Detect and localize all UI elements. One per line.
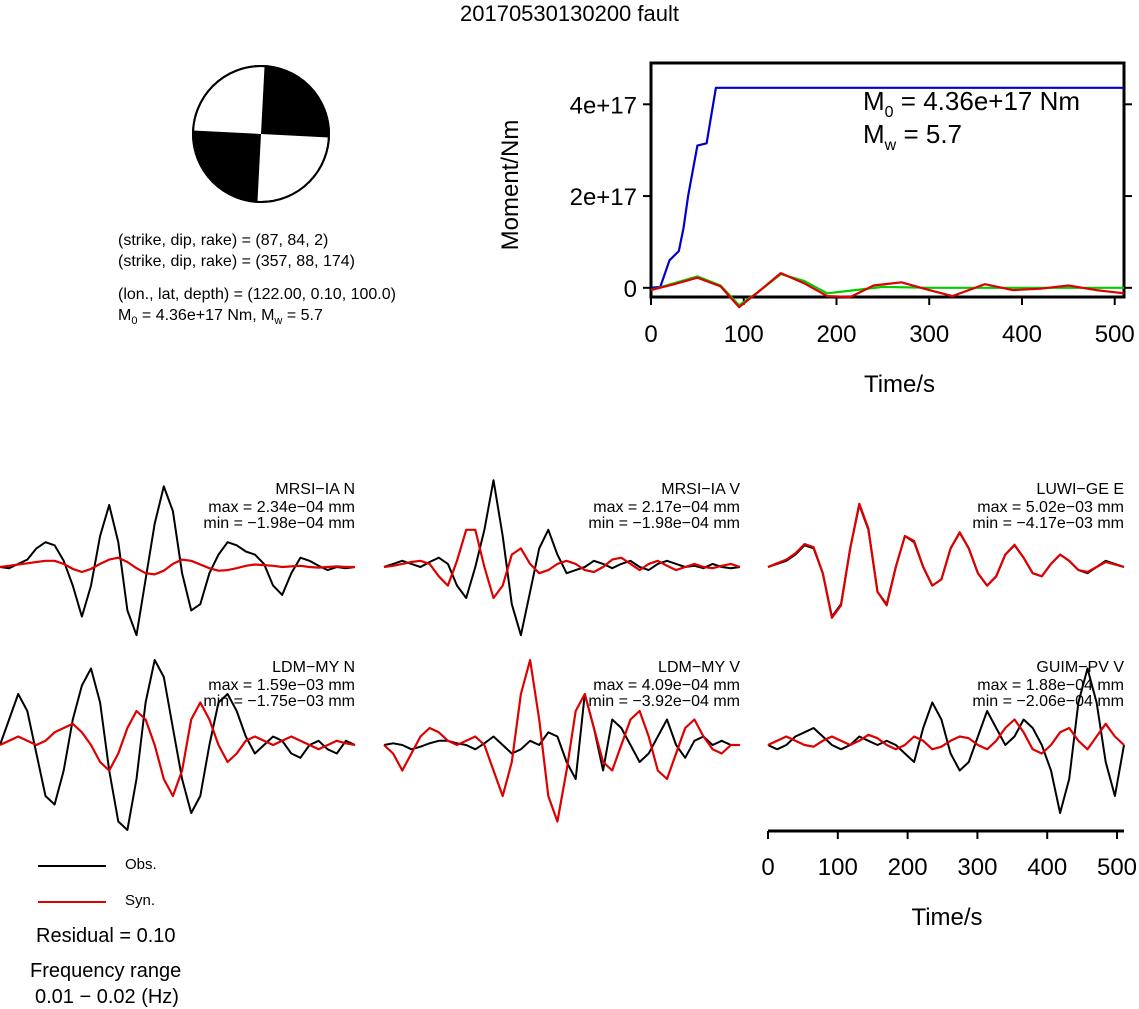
moment-y-axis-label: Moment/Nm bbox=[497, 120, 524, 251]
station-min: min = −4.17e−03 mm bbox=[972, 515, 1124, 532]
station-min: min = −3.92e−04 mm bbox=[588, 693, 740, 710]
station-label: LDM−MY V bbox=[658, 659, 740, 676]
syn-waveform bbox=[0, 701, 356, 798]
legend-entry-obs: Obs. bbox=[30, 852, 250, 888]
moment-y-tick-label: 2e+17 bbox=[570, 184, 637, 211]
frequency-range-label: Frequency range bbox=[30, 960, 182, 982]
waveform-x-axis-label: Time/s bbox=[911, 904, 982, 931]
moment-x-tick-label: 200 bbox=[816, 321, 856, 348]
station-max: max = 2.34e−04 mm bbox=[208, 499, 355, 516]
moment-series-2 bbox=[650, 272, 1125, 309]
station-max: max = 1.59e−03 mm bbox=[208, 677, 355, 694]
syn-waveform bbox=[383, 528, 741, 600]
legend-label-syn: Syn. bbox=[125, 892, 156, 909]
station-label: LUWI−GE E bbox=[1036, 481, 1124, 498]
station-label: MRSI−IA N bbox=[275, 481, 355, 498]
obs-waveform bbox=[383, 479, 741, 637]
waveform-x-tick-label: 400 bbox=[1027, 854, 1067, 881]
beachball bbox=[192, 65, 330, 203]
waveform-x-tick-label: 300 bbox=[957, 854, 997, 881]
station-min: min = −2.06e−04 mm bbox=[972, 693, 1124, 710]
waveform-x-tick-label: 0 bbox=[761, 854, 774, 881]
moment-x-tick-label: 300 bbox=[909, 321, 949, 348]
moment-x-tick-label: 100 bbox=[724, 321, 764, 348]
beachball-rim bbox=[192, 65, 330, 203]
moment-magnitude-line: M0 = 4.36e+17 Nm, Mw = 5.7 bbox=[118, 305, 396, 332]
syn-waveform bbox=[767, 718, 1125, 755]
moment-value: = 4.36e+17 Nm, M bbox=[137, 307, 275, 324]
station-min: min = −1.98e−04 mm bbox=[203, 515, 355, 532]
moment-subscript: 0 bbox=[131, 315, 138, 328]
moment-symbol: M bbox=[118, 307, 132, 324]
frequency-range-value: 0.01 − 0.02 (Hz) bbox=[35, 986, 179, 1008]
legend-entry-syn: Syn. bbox=[30, 888, 250, 924]
moment-y-tick-label: 4e+17 bbox=[570, 92, 637, 119]
moment-x-axis-label: Time/s bbox=[864, 371, 935, 398]
syn-waveform bbox=[767, 502, 1125, 619]
station-min: min = −1.75e−03 mm bbox=[203, 693, 355, 710]
syn-waveform bbox=[383, 658, 740, 823]
station-label: LDM−MY N bbox=[272, 659, 355, 676]
station-max: max = 2.17e−04 mm bbox=[593, 499, 740, 516]
nodal-plane-1: (strike, dip, rake) = (87, 84, 2) bbox=[118, 232, 329, 249]
mw-subscript: w bbox=[274, 315, 283, 328]
obs-waveform bbox=[0, 659, 356, 831]
moment-x-tick-label: 0 bbox=[644, 321, 657, 348]
moment-annotation-mw: Mw = 5.7 bbox=[863, 119, 962, 154]
obs-waveform bbox=[767, 667, 1125, 814]
beachball-compression-quadrant-1 bbox=[261, 66, 329, 138]
station-max: max = 4.09e−04 mm bbox=[593, 677, 740, 694]
legend-swatch-syn bbox=[38, 901, 106, 903]
station-max: max = 5.02e−03 mm bbox=[977, 499, 1124, 516]
moment-x-tick-label: 400 bbox=[1002, 321, 1042, 348]
waveform-x-tick-label: 100 bbox=[818, 854, 858, 881]
waveform-time-axis: 0 100 200 300 400 500 Time/s bbox=[761, 829, 1137, 931]
mw-value: = 5.7 bbox=[282, 307, 323, 324]
moment-series-1 bbox=[650, 273, 1124, 307]
moment-series-0 bbox=[650, 86, 1124, 289]
legend: Obs. Syn. bbox=[30, 852, 250, 924]
station-min: min = −1.98e−04 mm bbox=[588, 515, 740, 532]
moment-annotation-m0: M0 = 4.36e+17 Nm bbox=[863, 86, 1080, 121]
hypocenter-location: (lon., lat, depth) = (122.00, 0.10, 100.… bbox=[118, 286, 396, 303]
legend-label-obs: Obs. bbox=[125, 856, 157, 873]
waveform-x-tick-label: 200 bbox=[888, 854, 928, 881]
beachball-compression-quadrant-2 bbox=[192, 130, 261, 202]
residual-label: Residual = 0.10 bbox=[36, 925, 176, 947]
syn-waveform bbox=[0, 556, 355, 576]
station-label: MRSI−IA V bbox=[661, 481, 740, 498]
nodal-plane-2: (strike, dip, rake) = (357, 88, 174) bbox=[118, 253, 355, 270]
obs-waveform bbox=[383, 693, 740, 780]
station-max: max = 1.88e−04 mm bbox=[977, 677, 1124, 694]
figure-title: 20170530130200 fault bbox=[460, 1, 679, 26]
station-label: GUIM−PV V bbox=[1036, 659, 1124, 676]
moment-y-tick-label: 0 bbox=[624, 276, 637, 303]
moment-x-tick-label: 500 bbox=[1095, 321, 1135, 348]
moment-plot-frame bbox=[649, 61, 1126, 299]
legend-swatch-obs bbox=[38, 865, 106, 867]
focal-mechanism-info: (strike, dip, rake) = (87, 84, 2) (strik… bbox=[118, 230, 396, 332]
moment-chart: 0 100 200 300 400 500 0 2e+17 4e+17 Time/s Moment/… bbox=[497, 61, 1135, 398]
waveform-x-tick-label: 500 bbox=[1097, 854, 1137, 881]
